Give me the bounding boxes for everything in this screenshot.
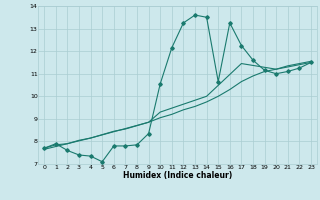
X-axis label: Humidex (Indice chaleur): Humidex (Indice chaleur) (123, 171, 232, 180)
